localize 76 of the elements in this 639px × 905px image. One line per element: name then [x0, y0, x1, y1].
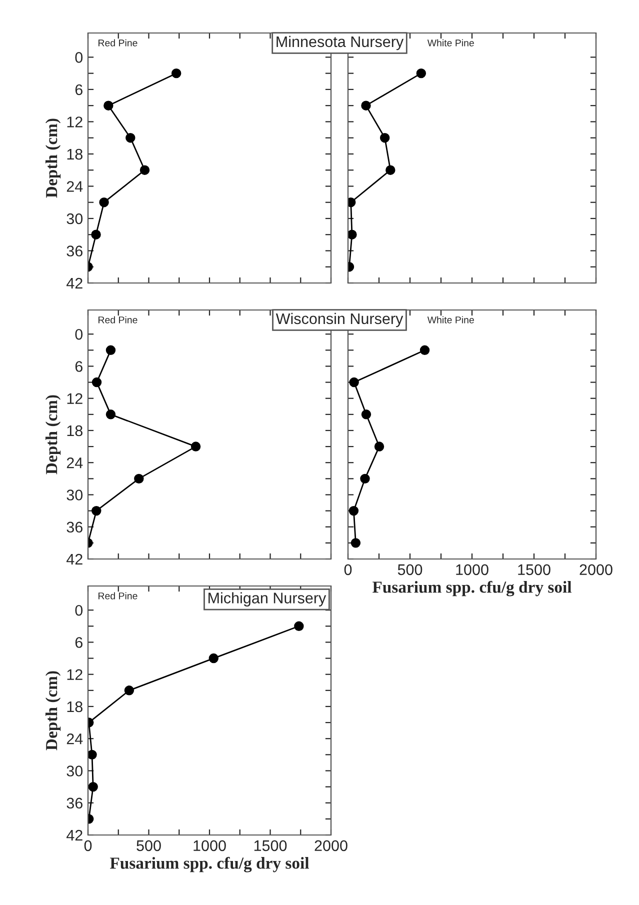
y-axis-title: Depth (cm): [45, 671, 61, 750]
point: [171, 68, 182, 78]
chart-title: Michigan Nursery: [208, 592, 326, 606]
y-tick-label: 30: [66, 213, 83, 224]
y-axis-title: Depth (cm): [45, 395, 61, 474]
point: [140, 165, 150, 175]
y-tick-label: 24: [66, 181, 83, 192]
annotation: White Pine: [427, 39, 474, 46]
point: [91, 230, 101, 240]
point: [99, 197, 109, 208]
x-tick-label: 1500: [518, 564, 550, 576]
point: [190, 442, 201, 452]
point: [208, 653, 218, 664]
point: [374, 442, 384, 452]
y-tick-label: 0: [75, 328, 83, 340]
chart-title: Minnesota Nursery: [276, 36, 404, 50]
point: [360, 474, 370, 484]
x-tick-label: 1000: [456, 564, 488, 576]
x-tick-label: 500: [136, 840, 161, 852]
x-tick-label: 1500: [254, 840, 287, 852]
y-tick-label: 36: [66, 522, 82, 533]
y-tick-label: 18: [67, 701, 82, 712]
x-tick-label: 0: [344, 564, 352, 576]
point: [361, 410, 372, 420]
point: [106, 345, 116, 356]
point: [134, 474, 144, 484]
y-tick-label: 42: [66, 278, 82, 289]
point: [380, 132, 390, 143]
y-tick-label: 18: [67, 148, 82, 160]
y-tick-label: 0: [75, 52, 83, 63]
y-tick-label: 6: [75, 637, 82, 648]
x-tick-label: 0: [84, 840, 92, 852]
y-tick-label: 18: [67, 425, 82, 436]
x-tick-label: 2000: [580, 564, 612, 576]
y-tick-label: 42: [66, 554, 82, 565]
point: [350, 538, 361, 548]
chart-title: Wisconsin Nursery: [276, 312, 404, 328]
y-tick-label: 42: [66, 830, 82, 841]
y-tick-label: 6: [75, 84, 82, 96]
x-axis-title: Fusarium spp. cfu/g dry soil: [372, 580, 572, 596]
point: [416, 68, 426, 78]
annotation: White Pine: [427, 316, 474, 324]
y-tick-label: 12: [67, 669, 82, 680]
point: [124, 686, 134, 696]
point: [88, 782, 98, 792]
annotation: Red Pine: [98, 39, 138, 46]
point: [88, 750, 97, 760]
point: [106, 410, 116, 420]
y-tick-label: 6: [75, 361, 82, 372]
x-tick-label: 500: [398, 564, 422, 576]
annotation: Red Pine: [98, 592, 138, 600]
point: [420, 345, 430, 356]
y-tick-label: 24: [66, 457, 83, 468]
point: [386, 165, 396, 175]
point: [104, 100, 114, 110]
x-tick-label: 2000: [314, 840, 348, 852]
y-tick-label: 36: [66, 798, 82, 809]
point: [92, 506, 102, 516]
point: [361, 100, 371, 110]
y-tick-label: 30: [66, 766, 83, 776]
y-tick-label: 12: [67, 393, 82, 404]
point: [348, 506, 359, 516]
point: [294, 621, 304, 632]
point: [348, 230, 357, 240]
annotation: Red Pine: [98, 316, 138, 324]
y-tick-label: 24: [66, 733, 83, 744]
point: [92, 377, 102, 388]
x-tick-label: 1000: [194, 840, 226, 852]
y-tick-label: 36: [66, 246, 82, 256]
x-axis-title: Fusarium spp. cfu/g dry soil: [110, 856, 309, 872]
point: [349, 377, 359, 388]
y-tick-label: 30: [66, 490, 83, 500]
y-tick-label: 12: [67, 116, 82, 128]
y-axis-title: Depth (cm): [45, 118, 61, 198]
point: [126, 132, 136, 143]
y-tick-label: 0: [75, 604, 83, 616]
